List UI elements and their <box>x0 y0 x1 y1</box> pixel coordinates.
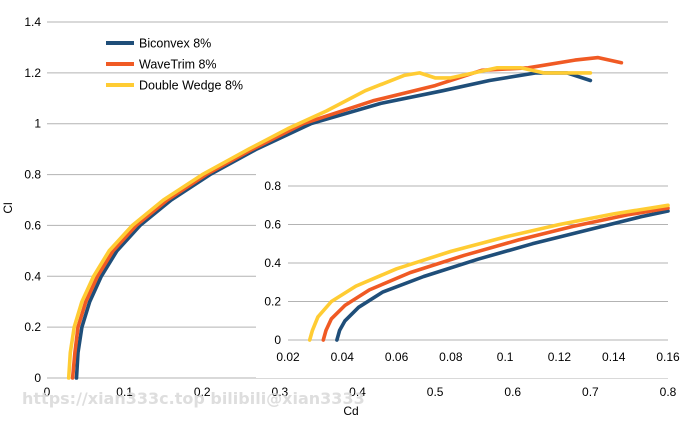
legend-label: WaveTrim 8% <box>139 58 217 72</box>
inset-y-tick-label: 0.6 <box>264 218 281 232</box>
inset-series <box>307 203 670 342</box>
y-tick-label: 0.8 <box>24 168 41 182</box>
main-ticks: 0 0.2 0.4 0.6 0.8 1 1.2 1.4 0 0.1 0.2 0.3 0.4 0.5 0.6 0… <box>24 15 676 399</box>
inset-y-tick-label: 0.4 <box>264 256 281 270</box>
inset-y-tick-label: 0.2 <box>264 295 281 309</box>
y-tick-label: 0 <box>34 371 41 385</box>
x-tick-label: 0.8 <box>660 385 677 399</box>
y-tick-label: 1.4 <box>24 15 41 29</box>
x-tick-label: 0.5 <box>427 385 444 399</box>
y-tick-label: 1 <box>34 117 41 131</box>
series-line <box>66 66 593 380</box>
inset-background <box>256 170 679 378</box>
inset-y-tick-label: 0 <box>274 333 281 347</box>
inset-series-line <box>335 209 670 342</box>
inset-x-tick-label: 0.08 <box>439 350 463 364</box>
watermark-text: https://xian333c.top bilibili@xian3333 <box>22 389 365 408</box>
x-tick-label: 0.7 <box>582 385 599 399</box>
x-tick-label: 0.3 <box>272 385 289 399</box>
inset-x-tick-label: 0.1 <box>497 350 514 364</box>
x-tick-label: 0.2 <box>194 385 211 399</box>
inset-x-tick-label: 0.04 <box>331 350 355 364</box>
y-tick-label: 1.2 <box>24 66 41 80</box>
legend: Biconvex 8% WaveTrim 8% Double Wedge 8% <box>106 37 243 93</box>
x-tick-label: 0.1 <box>116 385 133 399</box>
inset-x-tick-label: 0.06 <box>385 350 409 364</box>
y-axis-title: Cl <box>1 202 15 213</box>
legend-label: Biconvex 8% <box>139 37 211 51</box>
y-tick-label: 0.4 <box>24 269 41 283</box>
inset-x-tick-label: 0.14 <box>602 350 626 364</box>
inset-chart: 0 0.2 0.4 0.6 0.8 0.02 0.04 0.06 0.08 0.1 0.12 0.14… <box>256 170 680 378</box>
series-line <box>74 71 593 380</box>
x-tick-label: 0 <box>44 385 51 399</box>
main-series <box>66 55 624 380</box>
inset-series-line <box>321 206 670 342</box>
x-tick-label: 0.6 <box>504 385 521 399</box>
inset-x-tick-label: 0.12 <box>548 350 572 364</box>
y-tick-label: 0.2 <box>24 320 41 334</box>
inset-series-line <box>307 203 670 342</box>
x-axis-title: Cd <box>343 404 358 418</box>
legend-label: Double Wedge 8% <box>139 79 243 93</box>
series-line <box>70 55 624 380</box>
x-tick-label: 0.4 <box>349 385 366 399</box>
y-tick-label: 0.6 <box>24 218 41 232</box>
inset-x-tick-label: 0.16 <box>656 350 680 364</box>
inset-y-tick-label: 0.8 <box>264 179 281 193</box>
inset-x-tick-label: 0.02 <box>276 350 300 364</box>
inset-ticks: 0 0.2 0.4 0.6 0.8 0.02 0.04 0.06 0.08 0.1 0.12 0.14… <box>264 179 680 364</box>
